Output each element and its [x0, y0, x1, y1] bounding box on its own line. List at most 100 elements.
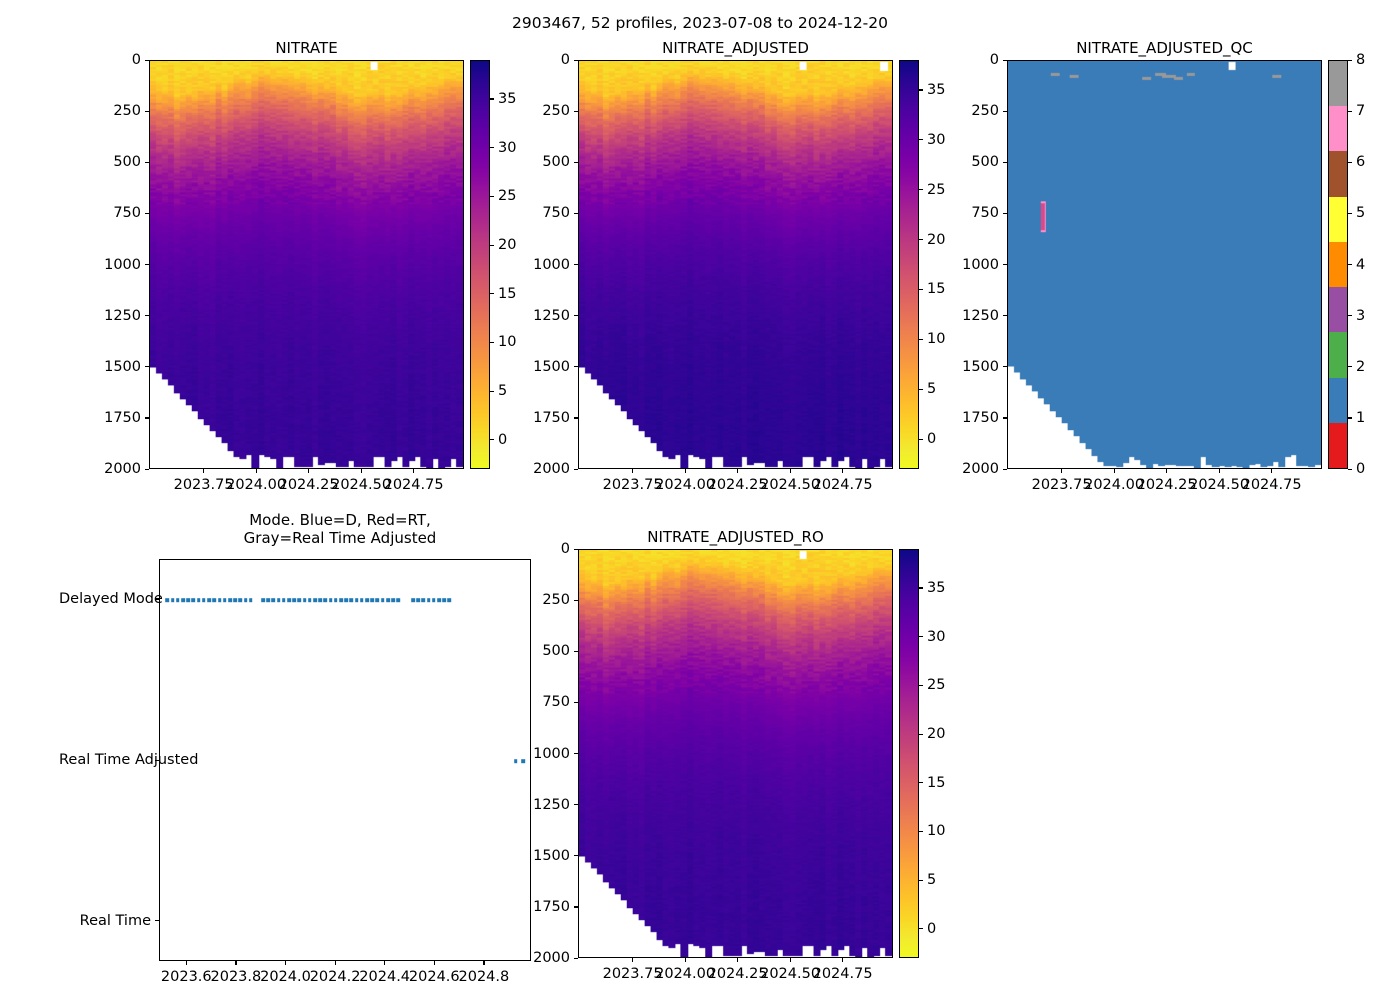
cbar-tick-mark-nitrate_adjusted_qc-4	[1348, 264, 1353, 266]
xtick-label-nitrate_adjusted_ro-4: 2024.75	[812, 966, 873, 982]
cbar-tick-mark-nitrate_adjusted_ro-1	[919, 879, 924, 881]
mode-marker-delayed-mode	[339, 598, 343, 602]
mode-marker-delayed-mode	[380, 598, 385, 602]
axes-nitrate-adjusted-ro[interactable]	[578, 549, 893, 958]
mode-marker-delayed-mode	[442, 598, 446, 602]
panel-title-nitrate: NITRATE	[275, 39, 338, 57]
xtick-mark-mode-3	[334, 961, 336, 966]
cbar-tick-mark-nitrate-2	[490, 341, 495, 344]
xtick-label-nitrate_adjusted-0: 2023.75	[602, 477, 663, 493]
ytick-label-nitrate_adjusted_qc-7: 1750	[962, 409, 999, 426]
ytick-label-nitrate_adjusted_ro-3: 750	[542, 694, 570, 711]
cbar-tick-mark-nitrate-3	[490, 293, 495, 295]
ytick-label-nitrate_adjusted-6: 1500	[533, 358, 570, 375]
axes-nitrate-adjusted[interactable]	[578, 60, 893, 469]
ytick-label-nitrate_adjusted_ro-1: 250	[542, 592, 570, 609]
ytick-label-nitrate_adjusted-3: 750	[542, 205, 570, 222]
ytick-label-nitrate_adjusted_ro-5: 1250	[533, 796, 570, 813]
cbar-tick-mark-nitrate_adjusted_qc-1	[1348, 417, 1353, 419]
cbar-tick-mark-nitrate_adjusted-2	[919, 338, 924, 340]
ytick-mark-nitrate_adjusted_qc-0	[1002, 59, 1007, 61]
mode-marker-delayed-mode	[196, 598, 201, 602]
mode-marker-delayed-mode	[222, 598, 227, 602]
ytick-mark-nitrate_adjusted_ro-8	[573, 957, 578, 959]
mode-marker-delayed-mode	[170, 598, 175, 602]
cbar-tick-mark-nitrate_adjusted-1	[919, 388, 924, 390]
mode-marker-delayed-mode	[243, 598, 248, 602]
xtick-label-nitrate-3: 2024.50	[331, 477, 392, 493]
cbar-tick-label-nitrate_adjusted_qc-1: 1	[1356, 409, 1366, 426]
xtick-label-nitrate_adjusted-3: 2024.50	[760, 477, 821, 493]
xtick-mark-nitrate_adjusted_ro-3	[789, 958, 791, 963]
ytick-label-nitrate_adjusted_qc-3: 750	[971, 205, 999, 222]
xtick-mark-mode-6	[483, 961, 485, 966]
ytick-label-nitrate-4: 1000	[104, 256, 141, 273]
colorbar-nitrate-adjusted-qc	[1328, 60, 1348, 469]
cbar-tick-label-nitrate_adjusted-4: 20	[927, 231, 946, 248]
mode-marker-delayed-mode	[217, 598, 222, 602]
cbar-tick-label-nitrate-7: 35	[498, 90, 517, 107]
xtick-label-mode-2: 2024.0	[260, 969, 311, 985]
ytick-mark-nitrate_adjusted_qc-3	[1002, 212, 1007, 215]
cbar-tick-mark-nitrate_adjusted_qc-8	[1348, 59, 1353, 61]
xtick-label-nitrate-4: 2024.75	[383, 477, 444, 493]
ytick-label-mode-2: Real Time	[79, 912, 151, 929]
xtick-mark-nitrate_adjusted-2	[737, 469, 739, 474]
ytick-mark-nitrate-6	[144, 366, 149, 368]
xtick-mark-nitrate-1	[255, 469, 257, 474]
ytick-label-nitrate_adjusted-7: 1750	[533, 409, 570, 426]
ytick-mark-nitrate_adjusted_ro-5	[573, 804, 578, 806]
ytick-mark-nitrate_adjusted-7	[573, 417, 578, 419]
xtick-mark-nitrate_adjusted_ro-1	[684, 958, 686, 963]
mode-marker-delayed-mode	[323, 598, 328, 602]
ytick-mark-mode-2	[154, 920, 159, 922]
cbar-tick-label-nitrate_adjusted_ro-0: 0	[927, 920, 937, 937]
ytick-label-nitrate_adjusted-0: 0	[560, 52, 570, 68]
mode-marker-delayed-mode	[349, 598, 354, 602]
ytick-label-nitrate-2: 500	[113, 154, 141, 171]
cbar-tick-mark-nitrate_adjusted-4	[919, 239, 924, 241]
ytick-label-nitrate_adjusted_ro-8: 2000	[533, 950, 570, 966]
ytick-label-nitrate_adjusted-8: 2000	[533, 461, 570, 477]
cbar-tick-label-nitrate-1: 5	[498, 383, 508, 400]
mode-marker-delayed-mode	[261, 598, 265, 602]
axes-mode[interactable]	[159, 559, 531, 961]
heatmap-nitrate-adjusted-qc	[1008, 61, 1321, 468]
heatmap-nitrate-adjusted-ro	[579, 550, 892, 957]
colorbar-nitrate	[470, 60, 490, 469]
xtick-mark-nitrate_adjusted_qc-2	[1166, 469, 1168, 474]
mode-marker-delayed-mode	[292, 598, 296, 602]
cbar-tick-mark-nitrate_adjusted-6	[919, 139, 924, 141]
xtick-label-nitrate_adjusted-4: 2024.75	[812, 477, 873, 493]
cbar-tick-label-nitrate_adjusted_ro-5: 25	[927, 677, 946, 694]
ytick-label-nitrate-1: 250	[113, 103, 141, 120]
xtick-label-mode-0: 2023.6	[160, 969, 212, 985]
xtick-label-mode-4: 2024.4	[359, 969, 411, 985]
axes-nitrate[interactable]	[149, 60, 464, 469]
ytick-mark-nitrate_adjusted_ro-1	[573, 599, 578, 601]
xtick-mark-mode-4	[384, 961, 386, 966]
panel-title-mode: Mode. Blue=D, Red=RT, Gray=Real Time Adj…	[243, 511, 437, 547]
xtick-mark-mode-2	[284, 961, 287, 966]
mode-marker-delayed-mode	[165, 598, 170, 602]
xtick-label-nitrate_adjusted_ro-2: 2024.25	[707, 966, 768, 982]
ytick-label-nitrate-6: 1500	[104, 358, 141, 375]
mode-marker-delayed-mode	[416, 598, 420, 602]
cbar-tick-label-nitrate-3: 15	[498, 285, 517, 302]
ytick-mark-nitrate_adjusted_ro-3	[573, 701, 578, 704]
ytick-label-nitrate_adjusted-5: 1250	[533, 307, 570, 324]
axes-nitrate-adjusted-qc[interactable]	[1007, 60, 1322, 469]
colorbar-gradient-nitrate-adjusted	[900, 61, 918, 468]
heatmap-nitrate-adjusted	[579, 61, 892, 468]
ytick-mark-nitrate_adjusted-4	[573, 264, 578, 266]
xtick-mark-nitrate_adjusted_ro-0	[632, 958, 634, 963]
xtick-label-nitrate-2: 2024.25	[278, 477, 339, 493]
mode-marker-delayed-mode	[276, 598, 281, 602]
ytick-label-nitrate_adjusted_qc-6: 1500	[962, 358, 999, 375]
ytick-mark-nitrate_adjusted_qc-1	[1002, 110, 1007, 112]
ytick-label-nitrate_adjusted_qc-5: 1250	[962, 307, 999, 324]
cbar-tick-label-nitrate_adjusted-1: 5	[927, 381, 937, 398]
ytick-mark-nitrate_adjusted_ro-4	[573, 753, 578, 755]
ytick-mark-nitrate_adjusted_qc-7	[1002, 417, 1007, 419]
